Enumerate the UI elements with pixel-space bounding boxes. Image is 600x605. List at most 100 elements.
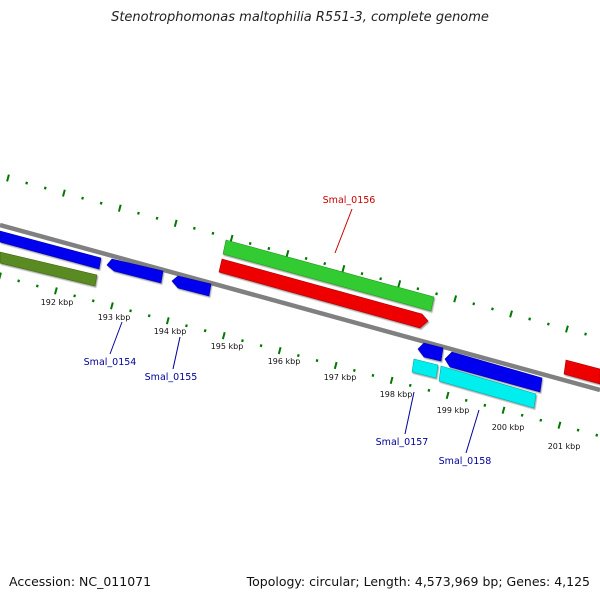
major-tick <box>333 361 338 370</box>
kbp-label: 199 kbp <box>437 406 470 415</box>
minor-tick <box>267 246 271 251</box>
leader-smal-0156 <box>334 208 353 254</box>
minor-tick <box>211 231 215 235</box>
label-smal-0154[interactable]: Smal_0154 <box>84 357 137 368</box>
leader-smal-0157 <box>404 391 415 435</box>
major-tick <box>509 310 513 318</box>
minor-tick <box>99 201 103 205</box>
minor-tick <box>483 403 487 407</box>
minor-tick <box>408 383 412 387</box>
label-smal-0156[interactable]: Smal_0156 <box>323 195 376 206</box>
leader-smal-0158 <box>465 409 480 454</box>
major-tick <box>173 219 178 227</box>
minor-tick <box>241 339 244 343</box>
major-tick <box>54 287 58 295</box>
minor-tick <box>360 272 364 276</box>
map-title: Stenotrophomonas maltophilia R551-3, com… <box>111 10 489 25</box>
major-tick <box>229 234 234 243</box>
minor-tick <box>464 398 468 402</box>
minor-tick <box>315 359 319 363</box>
feature-smal-0159[interactable] <box>563 359 600 385</box>
ruler-labels: 192 kbp 193 kbp 194 kbp 195 kbp 196 kbp … <box>41 298 581 451</box>
minor-tick <box>379 277 383 281</box>
major-tick <box>117 204 122 212</box>
minor-tick <box>43 186 47 190</box>
kbp-label: 192 kbp <box>41 298 74 307</box>
kbp-label: 198 kbp <box>380 390 413 399</box>
kbp-label: 197 kbp <box>324 373 357 382</box>
minor-tick <box>259 344 263 348</box>
kbp-label: 201 kbp <box>548 442 581 451</box>
minor-tick <box>352 368 356 372</box>
genome-backbone <box>0 222 600 393</box>
feature-smal-0157-cds[interactable] <box>411 358 439 379</box>
minor-tick <box>25 181 29 185</box>
kbp-label: 195 kbp <box>211 342 244 351</box>
minor-tick <box>323 262 327 266</box>
feature-smal-0153[interactable] <box>0 230 102 270</box>
minor-tick <box>137 211 140 215</box>
major-tick <box>501 406 506 414</box>
minor-tick <box>427 388 431 392</box>
major-tick <box>0 272 2 280</box>
feature-smal-0156-gene[interactable] <box>222 239 435 312</box>
minor-tick <box>528 317 532 321</box>
major-tick <box>6 174 10 182</box>
minor-tick <box>147 314 151 318</box>
kbp-label: 200 kbp <box>492 423 525 432</box>
leader-smal-0155 <box>172 336 181 370</box>
minor-tick <box>91 299 95 303</box>
major-tick <box>221 332 226 340</box>
major-tick <box>277 346 282 355</box>
minor-tick <box>296 354 300 358</box>
label-smal-0155[interactable]: Smal_0155 <box>145 372 198 383</box>
kbp-label: 194 kbp <box>154 327 187 336</box>
major-tick <box>165 317 170 325</box>
major-tick <box>341 265 346 273</box>
feature-smal-0158-cds[interactable] <box>438 365 537 409</box>
minor-tick <box>155 216 159 220</box>
minor-tick <box>185 324 188 328</box>
major-tick <box>445 391 450 399</box>
feature-smal-0158-gene[interactable] <box>444 351 543 393</box>
feature-smal-0155[interactable] <box>171 275 212 297</box>
major-tick <box>389 376 394 385</box>
label-smal-0157[interactable]: Smal_0157 <box>376 437 429 448</box>
minor-tick <box>17 279 21 283</box>
minor-tick <box>35 284 39 288</box>
major-tick <box>453 295 458 303</box>
minor-tick <box>520 413 524 417</box>
feature-smal-0156-cds[interactable] <box>218 258 429 329</box>
minor-tick <box>584 332 587 336</box>
minor-tick <box>595 433 599 437</box>
major-tick <box>285 249 290 258</box>
kbp-label: 193 kbp <box>98 313 131 322</box>
kbp-label: 196 kbp <box>268 357 301 366</box>
minor-tick <box>371 373 375 377</box>
genome-summary-text: Topology: circular; Length: 4,573,969 bp… <box>246 574 590 589</box>
minor-tick <box>192 226 196 230</box>
minor-tick <box>73 294 76 298</box>
feature-smal-0154[interactable] <box>106 258 164 284</box>
minor-tick <box>576 428 580 432</box>
major-tick <box>565 325 569 333</box>
minor-tick <box>472 302 476 306</box>
inner-tick-ruler <box>0 272 599 437</box>
minor-tick <box>248 241 252 245</box>
minor-tick <box>129 309 132 313</box>
minor-tick <box>546 322 550 326</box>
minor-tick <box>81 196 84 200</box>
label-smal-0158[interactable]: Smal_0158 <box>439 456 492 467</box>
feature-smal-0157-gene[interactable] <box>417 342 444 362</box>
minor-tick <box>304 257 308 261</box>
minor-tick <box>203 329 207 333</box>
major-tick <box>557 421 562 429</box>
minor-tick <box>416 287 420 291</box>
major-tick <box>397 280 402 288</box>
major-tick <box>62 189 66 197</box>
outer-tick-ruler <box>6 174 587 336</box>
leader-smal-0154 <box>109 321 123 355</box>
feature-olive-segment[interactable] <box>0 251 98 287</box>
